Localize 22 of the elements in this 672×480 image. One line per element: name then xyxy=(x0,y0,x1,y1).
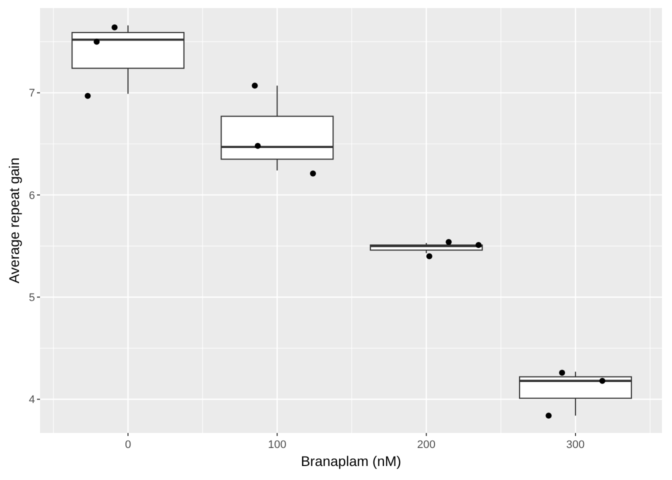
point xyxy=(252,82,258,89)
y-tick-label: 4 xyxy=(28,394,35,406)
point xyxy=(84,92,91,99)
point xyxy=(546,412,552,419)
x-axis-title: Branaplam (nM) xyxy=(300,453,402,469)
x-tick-label: 100 xyxy=(268,439,286,451)
point xyxy=(94,38,100,45)
y-tick-label: 7 xyxy=(28,88,35,100)
point xyxy=(426,253,432,260)
x-tick-label: 300 xyxy=(566,439,585,451)
point xyxy=(310,170,316,177)
point xyxy=(599,378,606,384)
x-tick-label: 200 xyxy=(417,439,436,451)
x-tick-label: 0 xyxy=(124,439,132,451)
point xyxy=(254,142,261,149)
point xyxy=(559,370,566,376)
y-axis-title: Average repeat gain xyxy=(6,158,22,284)
y-tick-label: 5 xyxy=(28,292,35,304)
point xyxy=(476,242,482,248)
y-tick-label: 6 xyxy=(28,190,35,202)
point xyxy=(446,238,452,245)
point xyxy=(112,24,118,30)
